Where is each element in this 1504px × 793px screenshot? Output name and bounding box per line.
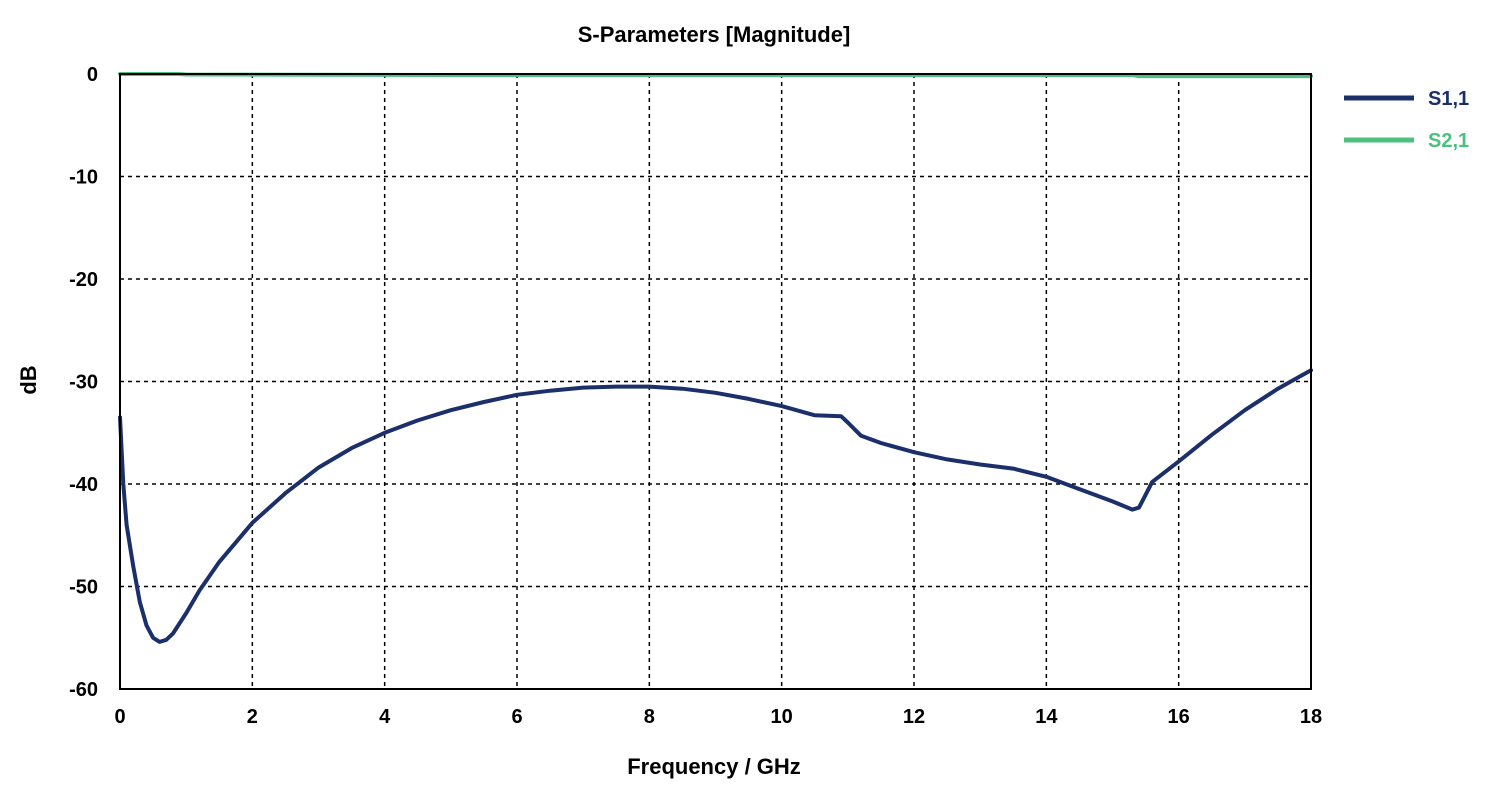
- plot-series: [118, 72, 1313, 644]
- plot-frame: [119, 73, 1312, 690]
- y-tick-label: -50: [69, 577, 98, 599]
- y-tick-label: 0: [87, 64, 98, 86]
- x-axis-ticks: 0 2 4 6 8 10 12 14 16 18: [114, 706, 1322, 728]
- y-tick-label: -30: [69, 372, 98, 394]
- y-axis-ticks: 0 -10 -20 -30 -40 -50 -60: [69, 64, 98, 701]
- legend: S1,1 S2,1: [1344, 88, 1469, 152]
- y-axis-label: dB: [16, 365, 41, 394]
- x-tick-label: 4: [379, 706, 391, 728]
- y-tick-label: -40: [69, 474, 98, 496]
- x-tick-label: 14: [1035, 706, 1058, 728]
- x-tick-label: 6: [511, 706, 522, 728]
- chart-title: S-Parameters [Magnitude]: [578, 22, 851, 47]
- legend-label-s2-1: S2,1: [1428, 130, 1469, 152]
- x-tick-label: 12: [903, 706, 925, 728]
- y-tick-label: -20: [69, 269, 98, 291]
- x-tick-label: 18: [1300, 706, 1322, 728]
- series-line-s1-1: [118, 368, 1313, 644]
- y-tick-label: -60: [69, 679, 98, 701]
- x-tick-label: 0: [114, 706, 125, 728]
- x-axis-label: Frequency / GHz: [627, 754, 801, 779]
- x-tick-label: 16: [1168, 706, 1190, 728]
- y-tick-label: -10: [69, 167, 98, 189]
- x-tick-label: 2: [247, 706, 258, 728]
- legend-label-s1-1: S1,1: [1428, 88, 1469, 110]
- grid: [120, 74, 1311, 689]
- x-tick-label: 8: [644, 706, 655, 728]
- x-tick-label: 10: [771, 706, 793, 728]
